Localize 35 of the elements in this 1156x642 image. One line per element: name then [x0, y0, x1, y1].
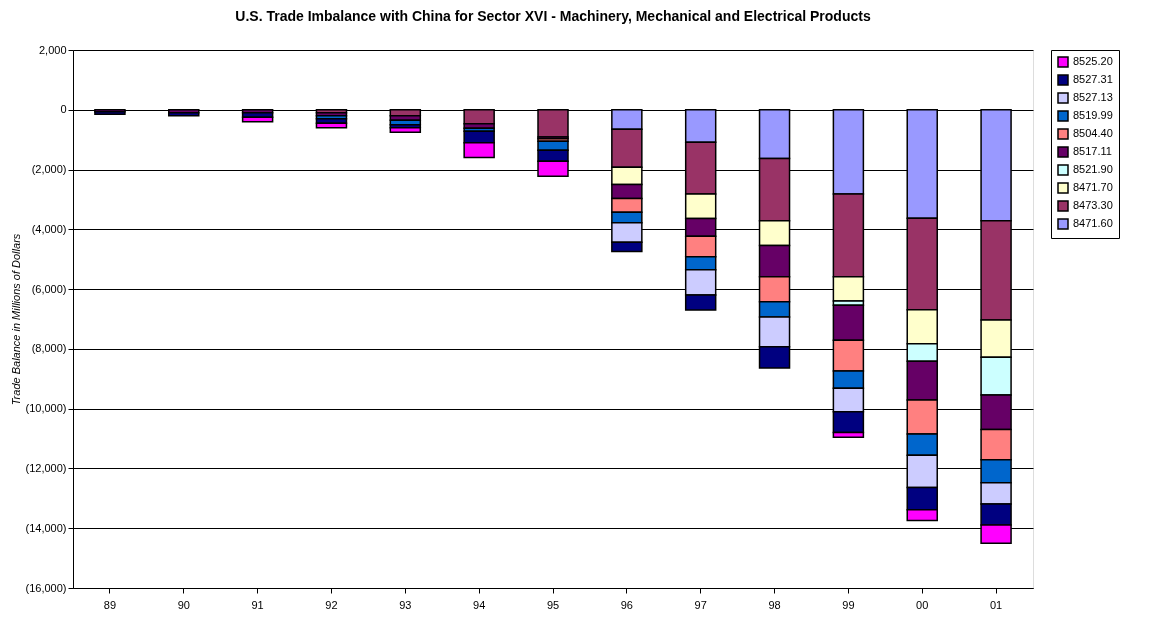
y-tick-label: (10,000) [25, 402, 67, 415]
x-tick-label: 92 [325, 598, 338, 611]
x-tick-label: 90 [177, 598, 190, 611]
legend-label: 8504.40 [1073, 127, 1113, 139]
x-tick-label: 99 [842, 598, 855, 611]
legend-label: 8471.60 [1073, 217, 1113, 229]
x-tick-label: 93 [399, 598, 412, 611]
y-tick-label: (14,000) [25, 521, 67, 534]
y-tick-label: (2,000) [31, 163, 67, 176]
x-tick-label: 96 [620, 598, 633, 611]
y-tick-label: (4,000) [31, 222, 67, 235]
legend-label: 8519.99 [1073, 109, 1113, 121]
x-tick-label: 94 [473, 598, 486, 611]
text: 2,000 [38, 43, 67, 56]
y-axis-title: Trade Balance in Millions of Dollars [9, 233, 22, 406]
legend-label: 8527.31 [1073, 73, 1113, 85]
x-tick-label: 89 [103, 598, 117, 611]
x-tick-label: 98 [768, 598, 781, 611]
x-tick-label: 97 [694, 598, 707, 611]
legend-label: 8517.11 [1073, 145, 1112, 157]
y-tick-label: (12,000) [25, 461, 67, 474]
y-tick-label: (8,000) [31, 342, 67, 355]
x-tick-label: 95 [546, 598, 560, 611]
x-tick-label: 00 [916, 598, 929, 611]
y-tick-label: (16,000) [25, 581, 67, 594]
y-tick-label: 0 [60, 103, 67, 116]
y-tick-label: (6,000) [31, 282, 67, 295]
legend-label: 8521.90 [1073, 163, 1113, 175]
chart-title: U.S. Trade Imbalance with China for Sector XVI - Machinery, Mechanical and Electrical Products [235, 8, 871, 24]
legend-label: 8473.30 [1073, 199, 1113, 211]
legend-label: 8527.13 [1073, 91, 1113, 103]
legend-label: 8525.20 [1073, 55, 1113, 67]
x-tick-label: 01 [989, 598, 1003, 611]
x-tick-label: 91 [251, 598, 264, 611]
legend-label: 8471.70 [1073, 181, 1113, 193]
